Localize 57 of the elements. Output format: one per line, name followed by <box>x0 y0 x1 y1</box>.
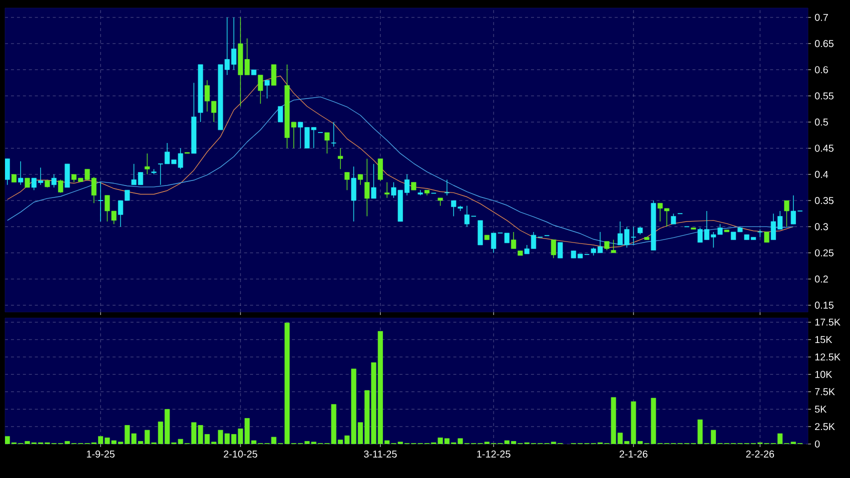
x-tick-label: 1-12-25 <box>477 450 510 458</box>
y-tick-label: 0.25 <box>814 249 834 256</box>
candlestick <box>144 153 150 175</box>
x-tick-label: 2-1-26 <box>620 450 648 458</box>
y-tick-label: 12.5K <box>815 353 840 361</box>
candlestick <box>444 179 450 196</box>
y-tick-label: 0.4 <box>814 170 828 178</box>
candlestick <box>558 242 563 258</box>
candlestick <box>24 178 30 188</box>
x-tick-label: 2-10-25 <box>224 450 258 458</box>
candlestick <box>330 122 337 148</box>
y-tick-label: 15K <box>815 336 832 344</box>
candlestick <box>18 160 24 186</box>
candlestick <box>98 182 104 222</box>
y-tick-label: 0.2 <box>814 276 828 283</box>
candlestick <box>351 166 356 222</box>
candlestick <box>511 232 516 250</box>
candlestick <box>344 172 350 190</box>
y-tick-label: 0.65 <box>814 40 834 48</box>
candlestick <box>64 164 70 188</box>
candlestick <box>324 132 330 154</box>
candlestick <box>784 200 790 228</box>
x-tick-label: 3-11-25 <box>364 450 397 458</box>
y-tick-label: 7.5K <box>815 388 835 396</box>
candlestick <box>271 64 276 86</box>
candlestick <box>358 174 363 186</box>
y-tick-label: 0.3 <box>814 223 828 230</box>
candlestick <box>58 179 64 194</box>
candlestick <box>384 182 390 198</box>
candlestick <box>258 74 264 104</box>
candlestick <box>264 80 270 99</box>
candlestick <box>278 106 283 122</box>
candlestick <box>551 239 556 258</box>
candlestick <box>364 158 370 217</box>
candlestick <box>757 228 763 238</box>
candlestick <box>610 239 616 254</box>
candlestick <box>670 213 676 224</box>
y-tick-label: 0.35 <box>814 197 834 204</box>
y-tick-label: 0.45 <box>814 144 834 152</box>
y-tick-label: 17.5K <box>815 318 840 326</box>
y-tick-label: 0.15 <box>814 302 834 309</box>
y-tick-label: 0.7 <box>814 14 828 21</box>
y-tick-label: 0.6 <box>814 66 828 74</box>
candlestick <box>371 164 376 199</box>
y-tick-label: 2.5K <box>815 423 835 430</box>
candlestick <box>5 158 10 186</box>
candlestick <box>764 232 770 243</box>
y-tick-label: 10K <box>815 370 832 378</box>
candlestick <box>338 148 343 170</box>
candlestick <box>51 174 57 188</box>
y-tick-label: 0.55 <box>814 92 834 100</box>
x-tick-label: 1-9-25 <box>86 450 115 458</box>
x-tick-label: 2-2-26 <box>746 450 774 458</box>
candlestick <box>378 158 383 182</box>
y-tick-label: 0.5 <box>814 118 828 126</box>
y-tick-label: 5K <box>814 406 827 413</box>
y-tick-label: 0 <box>814 440 820 448</box>
